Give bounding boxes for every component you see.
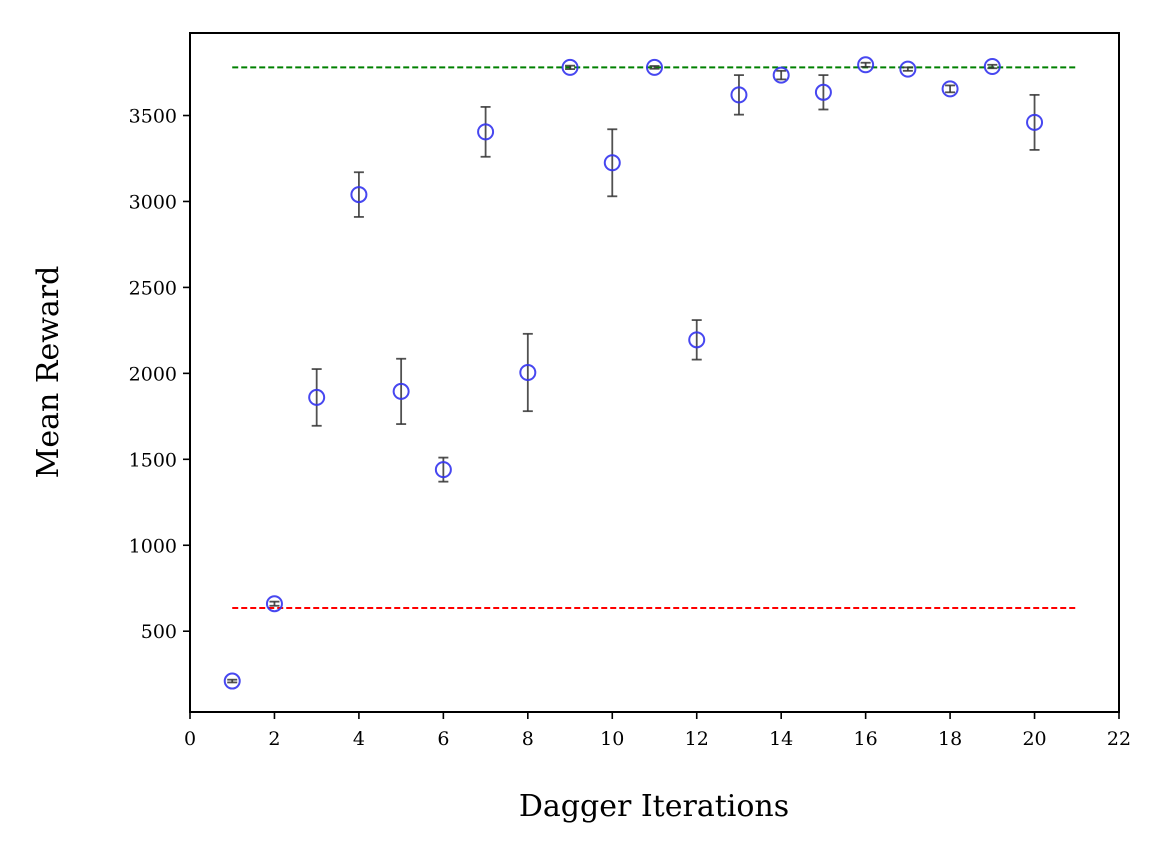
y-tick-label: 1500 [129, 449, 177, 471]
y-tick-label: 1000 [129, 535, 177, 557]
x-tick-label: 8 [522, 728, 534, 750]
y-axis-ticks: 500 1000 1500 2000 2500 3000 3500 [129, 106, 190, 643]
data-point [434, 461, 452, 479]
x-axis-label: Dagger Iterations [519, 789, 789, 824]
data-point [646, 58, 663, 76]
plot-frame [189, 32, 1120, 713]
x-tick-label: 2 [268, 728, 280, 750]
data-point [519, 364, 537, 381]
data-point [983, 58, 1001, 76]
y-tick-label: 2000 [129, 363, 177, 385]
error-bar [902, 66, 913, 72]
x-tick-label: 18 [938, 728, 962, 750]
x-tick-label: 12 [685, 728, 709, 750]
x-tick-label: 22 [1107, 728, 1131, 750]
data-points [223, 56, 1044, 690]
data-point [814, 83, 832, 101]
x-tick-label: 6 [437, 728, 449, 750]
data-point [941, 80, 959, 98]
error-bar [818, 74, 829, 111]
error-bar [691, 319, 702, 361]
error-bar [1029, 93, 1040, 151]
error-bar [776, 69, 787, 81]
y-tick-label: 2500 [129, 277, 177, 299]
data-point [265, 595, 283, 613]
error-bar [269, 600, 280, 607]
error-bar [860, 61, 871, 68]
error-bar [522, 332, 533, 413]
data-point [899, 60, 917, 78]
x-axis-ticks: 0 2 4 6 8 10 12 14 16 18 20 22 [184, 712, 1131, 750]
y-tick-label: 3000 [129, 191, 177, 213]
y-tick-label: 500 [141, 621, 177, 643]
x-tick-label: 0 [184, 728, 196, 750]
x-tick-label: 20 [1022, 728, 1046, 750]
data-point [772, 66, 790, 84]
error-bar [311, 368, 322, 427]
error-bar [353, 171, 364, 218]
x-tick-label: 14 [769, 728, 793, 750]
error-bars [227, 61, 1040, 684]
error-bar [396, 357, 407, 425]
data-point [561, 58, 579, 76]
error-bar [227, 678, 238, 684]
data-point [308, 388, 326, 406]
data-point [857, 56, 875, 74]
data-point [1026, 113, 1044, 131]
data-point [688, 331, 706, 349]
error-bar [607, 128, 618, 198]
error-bar [565, 64, 576, 70]
error-bar [945, 84, 956, 94]
y-tick-label: 3500 [129, 106, 177, 128]
error-bar [649, 65, 660, 70]
x-tick-label: 10 [600, 728, 624, 750]
data-point [223, 672, 241, 690]
data-point [603, 154, 621, 172]
data-point [477, 123, 495, 141]
data-point [350, 186, 368, 204]
x-tick-label: 4 [353, 728, 365, 750]
x-tick-label: 16 [854, 728, 878, 750]
data-point [392, 382, 410, 400]
reference-lines [232, 66, 1077, 610]
error-bar [480, 106, 491, 158]
data-point [730, 86, 748, 104]
y-axis-label: Mean Reward [31, 266, 66, 479]
error-bar [987, 63, 998, 70]
error-bar [733, 74, 744, 116]
